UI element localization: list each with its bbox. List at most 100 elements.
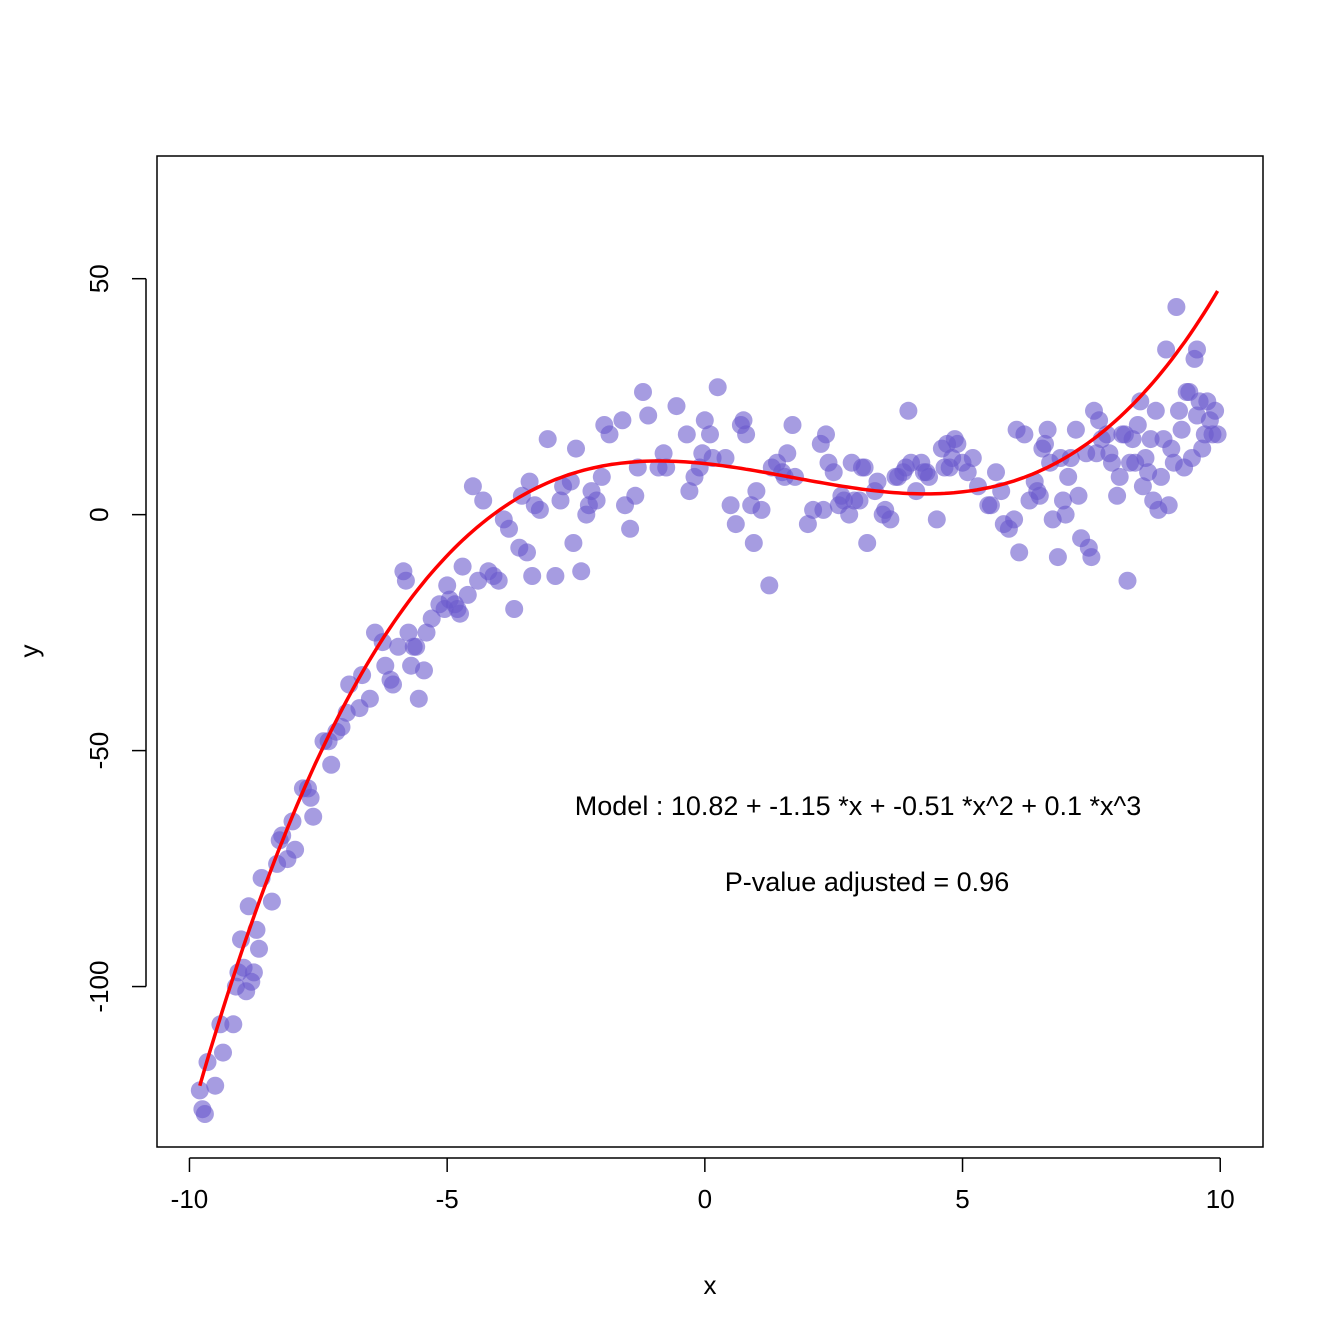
data-point [224, 1015, 243, 1034]
y-tick-label: -100 [84, 961, 114, 1013]
data-point [463, 477, 482, 496]
data-point [1170, 401, 1188, 420]
data-point [600, 425, 619, 444]
data-point [190, 1081, 209, 1100]
data-point [708, 378, 727, 397]
data-point [376, 656, 395, 675]
data-point [1146, 401, 1165, 420]
data-point [1206, 401, 1225, 420]
data-point [677, 425, 696, 444]
data-point [927, 510, 946, 529]
data-point [206, 1076, 225, 1095]
data-point [505, 600, 524, 618]
data-point [1038, 420, 1057, 439]
data-point [572, 562, 591, 581]
data-point [409, 689, 428, 708]
data-point [1193, 439, 1212, 458]
x-axis: -10 -5 0 5 10 [171, 1157, 1235, 1214]
data-point [567, 439, 585, 458]
y-axis-label: y [14, 645, 44, 658]
data-point [396, 571, 415, 590]
data-point [1152, 467, 1170, 486]
data-point [451, 604, 469, 623]
data-point [489, 571, 508, 590]
model-annotation: Model : 10.82 + -1.15 *x + -0.51 *x^2 + … [575, 791, 1141, 821]
data-point [987, 463, 1005, 482]
data-point [1059, 467, 1078, 486]
data-point [737, 425, 756, 444]
data-point [417, 623, 436, 642]
data-point [1082, 548, 1101, 567]
data-point [1118, 571, 1137, 590]
data-point [1085, 401, 1103, 420]
data-point [551, 491, 570, 510]
data-point [360, 689, 379, 708]
data-point [538, 430, 557, 449]
data-point [621, 519, 640, 538]
data-point [592, 467, 611, 486]
data-point [415, 661, 433, 680]
data-point [1036, 434, 1054, 453]
data-point [695, 411, 714, 430]
data-point [798, 515, 817, 534]
data-point [1010, 543, 1029, 562]
data-point [1108, 486, 1127, 505]
data-point [262, 892, 281, 911]
data-point [1054, 491, 1072, 510]
data-point [840, 505, 859, 524]
data-point [1066, 420, 1085, 439]
data-point [1208, 425, 1227, 444]
data-point [634, 383, 652, 401]
data-point [520, 472, 539, 491]
data-point [958, 463, 977, 482]
data-point [907, 482, 926, 501]
x-tick-label: 5 [955, 1184, 969, 1214]
data-point [1028, 482, 1047, 501]
data-point [726, 515, 745, 534]
data-point [881, 510, 900, 529]
data-point [734, 411, 753, 430]
data-point [1177, 383, 1196, 401]
data-point [546, 567, 565, 585]
data-point [1110, 467, 1129, 486]
data-point [783, 416, 802, 434]
data-point [1123, 430, 1142, 449]
data-point [587, 491, 606, 510]
data-point [1048, 548, 1067, 567]
data-point [701, 425, 719, 444]
data-point [1141, 430, 1160, 449]
data-point [1056, 505, 1075, 524]
x-tick-label: 10 [1206, 1184, 1235, 1214]
data-point [920, 467, 938, 486]
data-point [899, 401, 918, 420]
data-point [407, 637, 426, 656]
data-point [399, 623, 418, 642]
data-point [1131, 392, 1150, 411]
y-tick-label: 50 [84, 264, 114, 293]
data-point [858, 534, 877, 552]
fitted-curve [198, 290, 1220, 1087]
y-axis: -100 -50 0 50 [84, 264, 147, 1013]
data-point [389, 637, 408, 656]
pvalue-annotation: P-value adjusted = 0.96 [725, 867, 1009, 897]
data-point [855, 458, 874, 477]
data-point [667, 397, 686, 416]
plot-frame [156, 155, 1264, 1148]
data-point [752, 500, 771, 519]
data-point [1128, 416, 1147, 434]
data-point [824, 463, 843, 482]
data-point [1100, 444, 1119, 463]
data-point [654, 444, 673, 463]
data-point [981, 496, 1000, 515]
data-point [214, 1043, 232, 1062]
data-point [868, 472, 887, 491]
data-point [304, 807, 323, 826]
data-point [1007, 420, 1026, 439]
data-point [564, 534, 583, 552]
data-point [1069, 486, 1088, 505]
data-point [1005, 510, 1024, 529]
data-point [301, 788, 320, 807]
y-tick-label: 0 [84, 507, 114, 521]
